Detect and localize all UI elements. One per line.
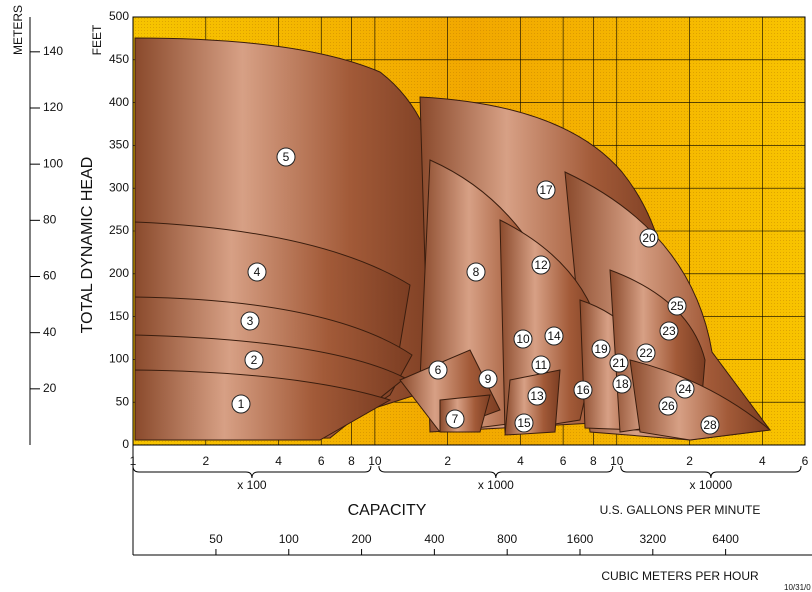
region-label: 28	[703, 418, 717, 432]
y-tick-label: 150	[109, 309, 129, 323]
region-label: 24	[678, 382, 692, 396]
x2-tick-label: 50	[209, 532, 223, 546]
x-tick-label: 8	[348, 454, 355, 468]
y2-tick-label: 100	[43, 156, 63, 170]
y2-tick-label: 140	[43, 44, 63, 58]
region-label: 1	[238, 397, 245, 411]
region-label: 3	[247, 314, 254, 328]
y2-tick-label: 120	[43, 100, 63, 114]
region-label: 12	[534, 258, 548, 272]
y-label: TOTAL DYNAMIC HEAD	[79, 157, 96, 334]
region-label: 21	[612, 356, 626, 370]
chart: METERS FEET TOTAL DYNAMIC HEAD CAPACITY …	[0, 0, 812, 592]
x-unit: U.S. GALLONS PER MINUTE	[600, 503, 761, 517]
x2-tick-label: 1600	[567, 532, 594, 546]
x-tick-label: 6	[318, 454, 325, 468]
x-tick-label: 4	[517, 454, 524, 468]
region-label: 18	[615, 377, 629, 391]
x-label: CAPACITY	[348, 502, 427, 519]
region-label: 2	[251, 353, 258, 367]
y-tick-label: 200	[109, 266, 129, 280]
x-tick-label: 2	[686, 454, 693, 468]
x-multiplier: x 1000	[478, 478, 514, 492]
y-tick-label: 350	[109, 138, 129, 152]
region-label: 20	[642, 231, 656, 245]
x2-tick-label: 3200	[639, 532, 666, 546]
y-tick-label: 250	[109, 223, 129, 237]
y-tick-label: 300	[109, 180, 129, 194]
y-tick-label: 500	[109, 9, 129, 23]
y2-unit: METERS	[11, 5, 25, 55]
y-tick-label: 400	[109, 95, 129, 109]
region-label: 19	[594, 342, 608, 356]
bracket	[379, 466, 613, 478]
y-tick-label: 50	[116, 394, 130, 408]
region-label: 13	[530, 389, 544, 403]
x2-tick-label: 6400	[712, 532, 739, 546]
x-tick-label: 4	[275, 454, 282, 468]
x-tick-label: 6	[560, 454, 567, 468]
x-multiplier: x 10000	[690, 478, 733, 492]
region-label: 17	[539, 183, 553, 197]
y-tick-label: 0	[122, 437, 129, 451]
region-label: 26	[661, 399, 675, 413]
region-label: 15	[517, 416, 531, 430]
y-unit: FEET	[90, 24, 104, 55]
date-note: 10/31/0	[784, 583, 811, 592]
region-label: 8	[473, 265, 480, 279]
region-label: 6	[435, 363, 442, 377]
x2-label: CUBIC METERS PER HOUR	[601, 569, 759, 583]
x2-tick-label: 100	[279, 532, 299, 546]
region-label: 22	[639, 346, 653, 360]
bracket	[133, 466, 371, 478]
x-multiplier: x 100	[237, 478, 267, 492]
y2-tick-label: 40	[43, 325, 57, 339]
y-tick-label: 100	[109, 352, 129, 366]
y2-tick-label: 80	[43, 212, 57, 226]
x-tick-label: 8	[590, 454, 597, 468]
x2-tick-label: 800	[497, 532, 517, 546]
region-label: 9	[485, 372, 492, 386]
region-label: 16	[576, 383, 590, 397]
y-tick-label: 450	[109, 52, 129, 66]
y2-tick-label: 60	[43, 269, 57, 283]
region-label: 5	[283, 150, 290, 164]
bracket	[621, 466, 801, 478]
region-label: 25	[670, 299, 684, 313]
region-label: 10	[516, 332, 530, 346]
x-tick-label: 2	[202, 454, 209, 468]
x-tick-label: 2	[444, 454, 451, 468]
region-label: 23	[662, 324, 676, 338]
region-label: 4	[254, 265, 261, 279]
x-tick-label: 4	[759, 454, 766, 468]
x2-tick-label: 200	[352, 532, 372, 546]
x-tick-label: 10	[610, 454, 624, 468]
region-label: 11	[535, 358, 548, 372]
x2-tick-label: 400	[424, 532, 444, 546]
region-label: 7	[452, 412, 459, 426]
x-tick-label: 10	[368, 454, 382, 468]
y2-tick-label: 20	[43, 381, 57, 395]
x-tick-label: 6	[802, 454, 809, 468]
region-label: 14	[547, 329, 561, 343]
